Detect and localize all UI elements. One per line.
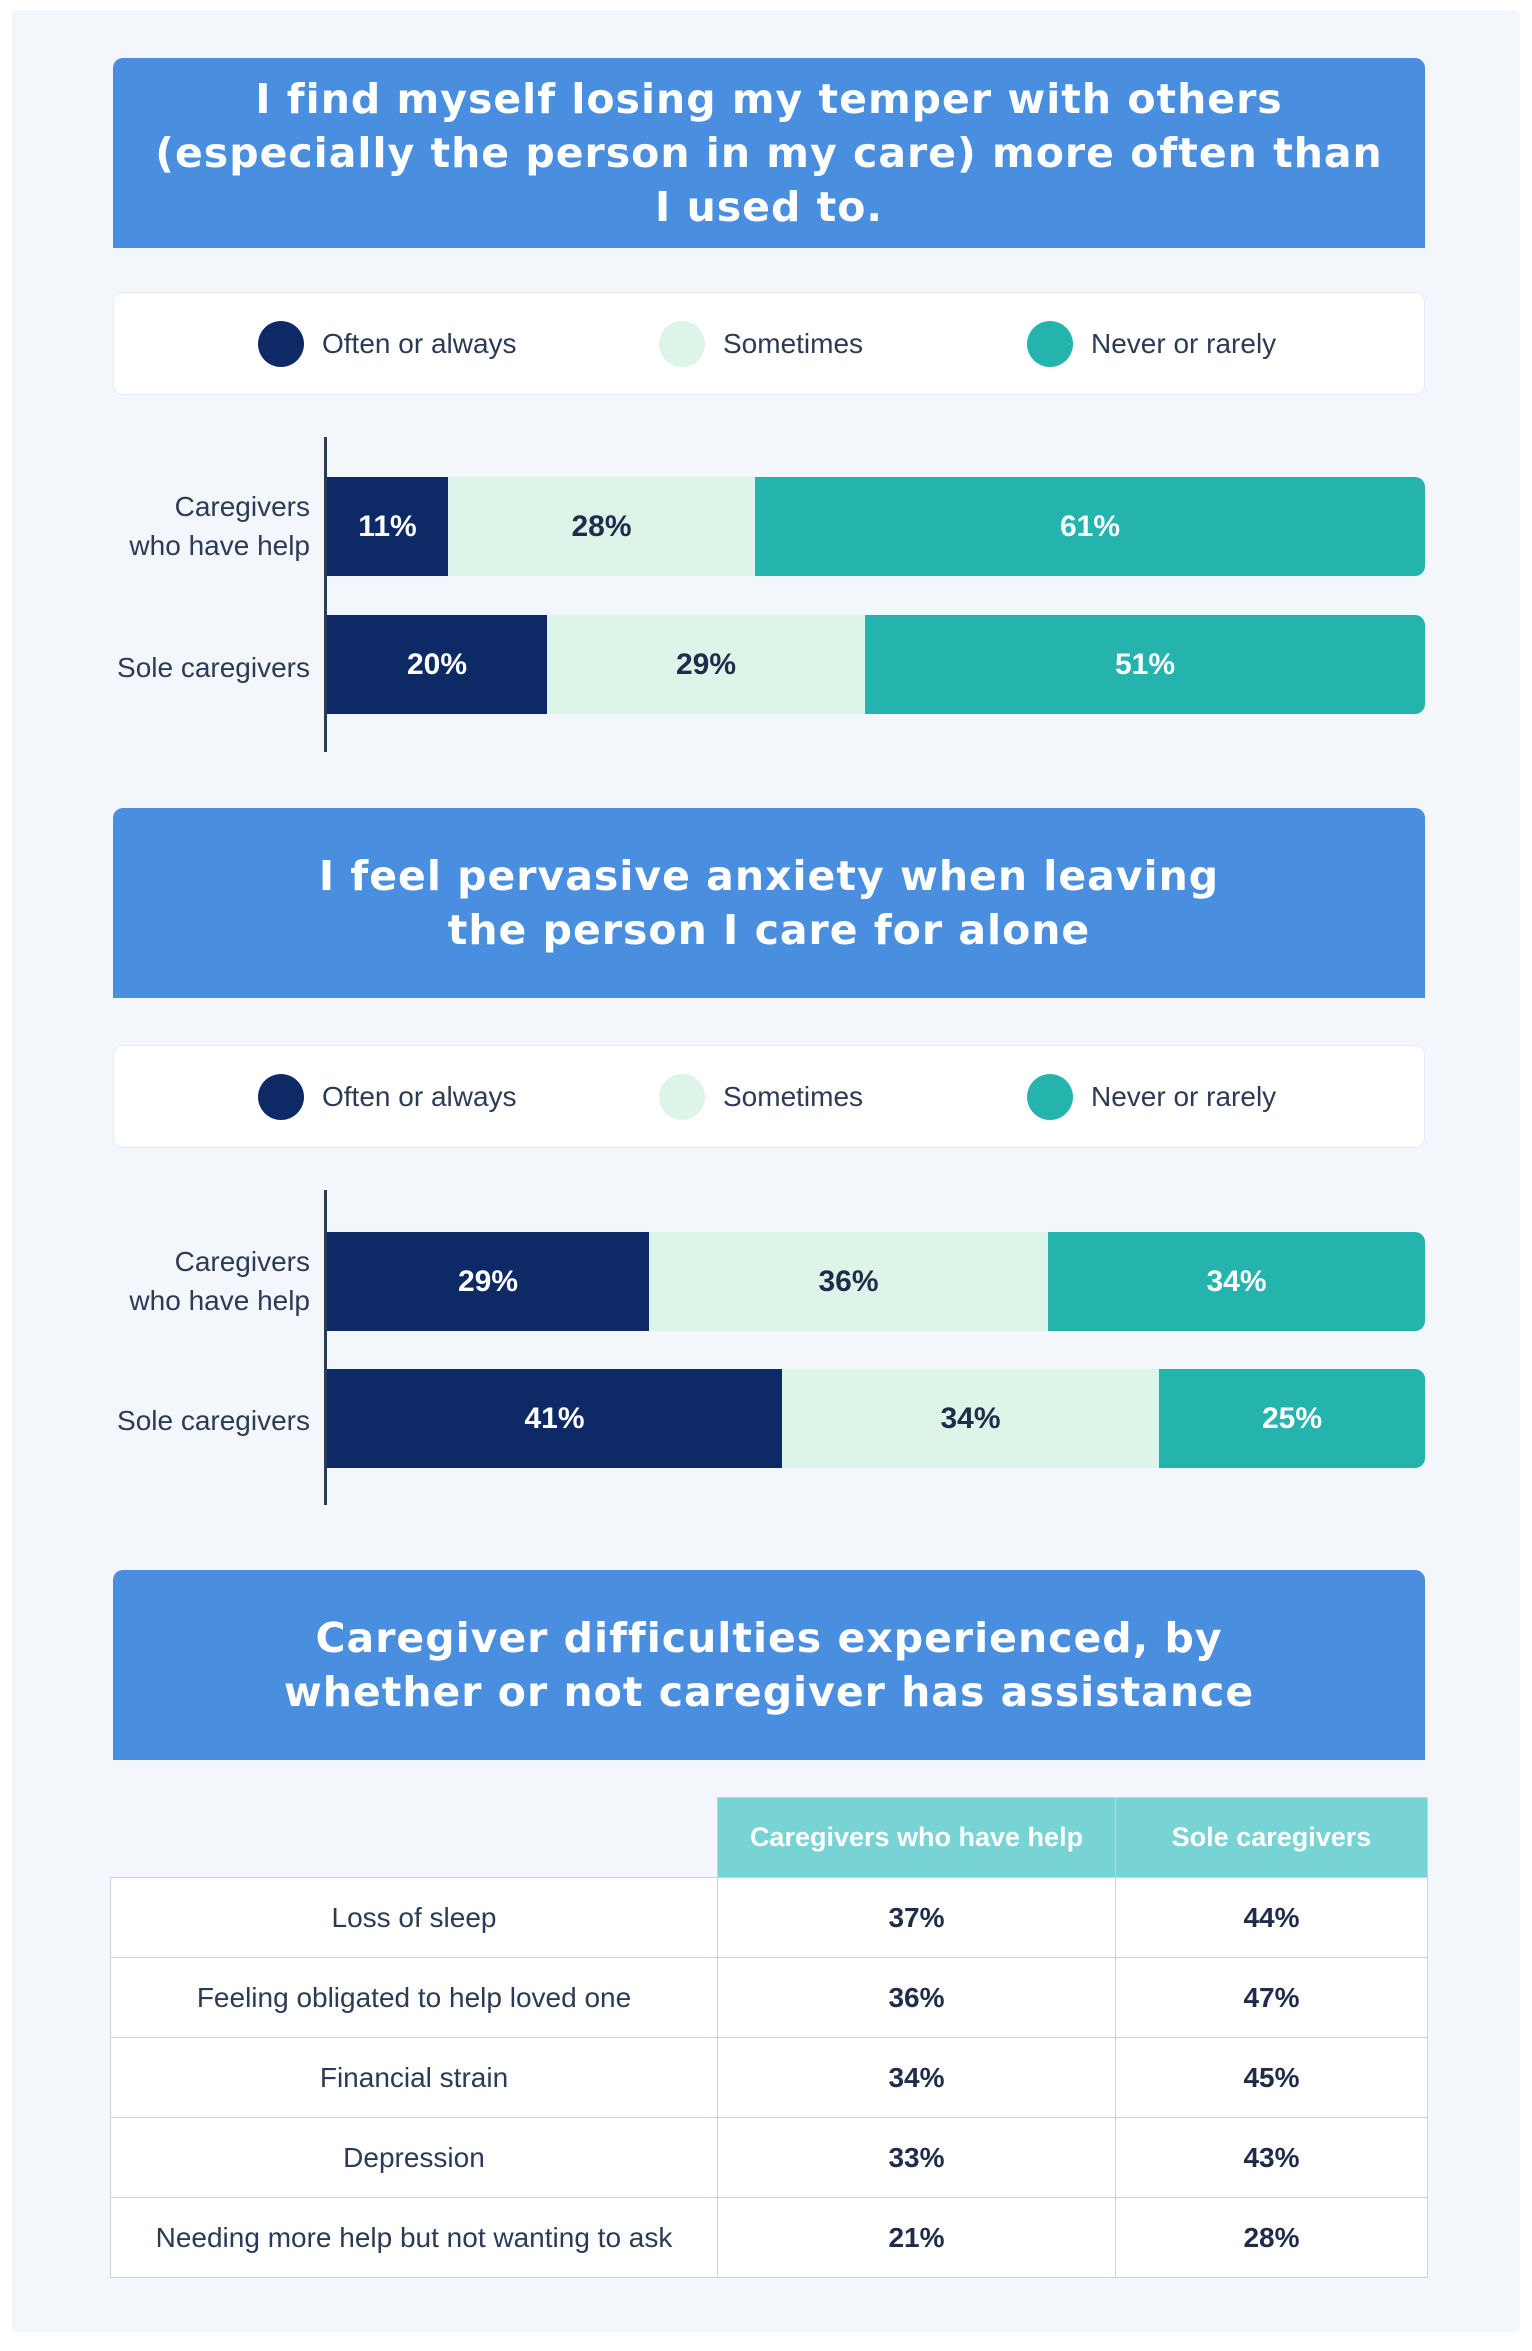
- legend-item-never: Never or rarely: [1027, 1046, 1276, 1147]
- data-label: 41%: [524, 1401, 585, 1435]
- table-row: Feeling obligated to help loved one 36% …: [110, 1957, 1428, 2038]
- row-label-line: who have help: [129, 530, 310, 561]
- chart2-legend: Often or always Sometimes Never or rarel…: [113, 1045, 1425, 1148]
- data-label: 34%: [940, 1401, 1001, 1435]
- data-label: 51%: [1114, 647, 1176, 681]
- segment-sometimes: 28%: [448, 477, 755, 576]
- legend-item-sometimes: Sometimes: [659, 293, 863, 394]
- legend-swatch-often: [258, 320, 304, 367]
- legend-label: Often or always: [322, 327, 517, 359]
- legend-label: Never or rarely: [1091, 1080, 1277, 1112]
- table-title-banner: Caregiver difficulties experienced, by w…: [113, 1570, 1425, 1760]
- data-label: 29%: [457, 1264, 519, 1298]
- table-row: Depression 33% 43%: [110, 2117, 1428, 2198]
- chart1-bar-sole: 20% 29% 51%: [327, 615, 1425, 714]
- value-help: 34%: [717, 2037, 1116, 2118]
- segment-often: 41%: [327, 1369, 782, 1468]
- data-label: 29%: [675, 647, 737, 681]
- table-header-row: Caregivers who have help Sole caregivers: [110, 1797, 1428, 1878]
- row-label: Depression: [110, 2117, 718, 2198]
- table-header-help: Caregivers who have help: [717, 1797, 1116, 1878]
- legend-label: Sometimes: [723, 327, 864, 359]
- value-sole: 44%: [1115, 1877, 1428, 1958]
- legend-swatch-never: [1027, 1073, 1073, 1120]
- data-label: 28%: [571, 509, 632, 543]
- table-header-blank: [110, 1797, 718, 1878]
- legend-label: Often or always: [322, 1080, 517, 1112]
- segment-never: 51%: [865, 615, 1425, 714]
- chart2-row-label-help: Caregivers who have help: [129, 1242, 310, 1320]
- chart1-row-label-sole: Sole caregivers: [117, 648, 310, 687]
- table-title-line: Caregiver difficulties experienced, by: [315, 1614, 1223, 1662]
- row-label-line: Caregivers: [174, 1246, 310, 1277]
- legend-label: Sometimes: [723, 1080, 864, 1112]
- legend-swatch-often: [258, 1073, 304, 1120]
- chart1-title-line: (especially the person in my care) more …: [155, 129, 1383, 177]
- value-sole: 28%: [1115, 2197, 1428, 2278]
- chart2-title-line: I feel pervasive anxiety when leaving: [318, 852, 1220, 900]
- legend-swatch-sometimes: [659, 320, 705, 367]
- row-label-line: Sole caregivers: [117, 652, 310, 683]
- value-help: 37%: [717, 1877, 1116, 1958]
- data-label: 36%: [818, 1264, 879, 1298]
- chart1-title-line: I used to.: [655, 183, 883, 231]
- data-label: 11%: [358, 509, 417, 543]
- row-label: Feeling obligated to help loved one: [110, 1957, 718, 2038]
- chart2-title-banner: I feel pervasive anxiety when leaving th…: [113, 808, 1425, 998]
- chart2-bar-help: 29% 36% 34%: [327, 1232, 1425, 1331]
- chart2-title-line: the person I care for alone: [447, 906, 1091, 954]
- legend-swatch-never: [1027, 320, 1073, 367]
- table-title-line: whether or not caregiver has assistance: [283, 1668, 1255, 1716]
- table-row: Loss of sleep 37% 44%: [110, 1877, 1428, 1958]
- segment-never: 25%: [1159, 1369, 1425, 1468]
- value-sole: 45%: [1115, 2037, 1428, 2118]
- legend-item-sometimes: Sometimes: [659, 1046, 863, 1147]
- row-label: Loss of sleep: [110, 1877, 718, 1958]
- legend-label: Never or rarely: [1091, 327, 1277, 359]
- segment-sometimes: 36%: [649, 1232, 1048, 1331]
- value-help: 21%: [717, 2197, 1116, 2278]
- data-label: 25%: [1261, 1401, 1323, 1435]
- chart1-bar-help: 11% 28% 61%: [327, 477, 1425, 576]
- chart1-legend: Often or always Sometimes Never or rarel…: [113, 292, 1425, 395]
- row-label-line: who have help: [129, 1285, 310, 1316]
- segment-often: 29%: [327, 1232, 649, 1331]
- row-label-line: Sole caregivers: [117, 1405, 310, 1436]
- chart1-title-banner: I find myself losing my temper with othe…: [113, 58, 1425, 248]
- legend-swatch-sometimes: [659, 1073, 705, 1120]
- data-label: 61%: [1059, 509, 1121, 543]
- legend-item-never: Never or rarely: [1027, 293, 1276, 394]
- legend-item-often: Often or always: [258, 293, 517, 394]
- chart1-row-label-help: Caregivers who have help: [129, 487, 310, 565]
- row-label-line: Caregivers: [174, 491, 310, 522]
- segment-never: 34%: [1048, 1232, 1425, 1331]
- difficulties-table: Caregivers who have help Sole caregivers…: [110, 1797, 1428, 2278]
- row-label: Financial strain: [110, 2037, 718, 2118]
- chart2-bar-sole: 41% 34% 25%: [327, 1369, 1425, 1468]
- legend-item-often: Often or always: [258, 1046, 517, 1147]
- segment-sometimes: 34%: [782, 1369, 1159, 1468]
- value-help: 36%: [717, 1957, 1116, 2038]
- segment-never: 61%: [755, 477, 1425, 576]
- table-row: Financial strain 34% 45%: [110, 2037, 1428, 2118]
- row-label: Needing more help but not wanting to ask: [110, 2197, 718, 2278]
- segment-often: 20%: [327, 615, 547, 714]
- chart2-axis-line: [324, 1190, 327, 1505]
- chart2-row-label-sole: Sole caregivers: [117, 1401, 310, 1440]
- data-label: 20%: [406, 647, 468, 681]
- table-row: Needing more help but not wanting to ask…: [110, 2197, 1428, 2278]
- chart1-axis-line: [324, 437, 327, 752]
- value-help: 33%: [717, 2117, 1116, 2198]
- value-sole: 43%: [1115, 2117, 1428, 2198]
- segment-often: 11%: [327, 477, 448, 576]
- value-sole: 47%: [1115, 1957, 1428, 2038]
- table-header-sole: Sole caregivers: [1115, 1797, 1428, 1878]
- data-label: 34%: [1206, 1264, 1267, 1298]
- chart1-title-line: I find myself losing my temper with othe…: [255, 75, 1283, 123]
- segment-sometimes: 29%: [547, 615, 865, 714]
